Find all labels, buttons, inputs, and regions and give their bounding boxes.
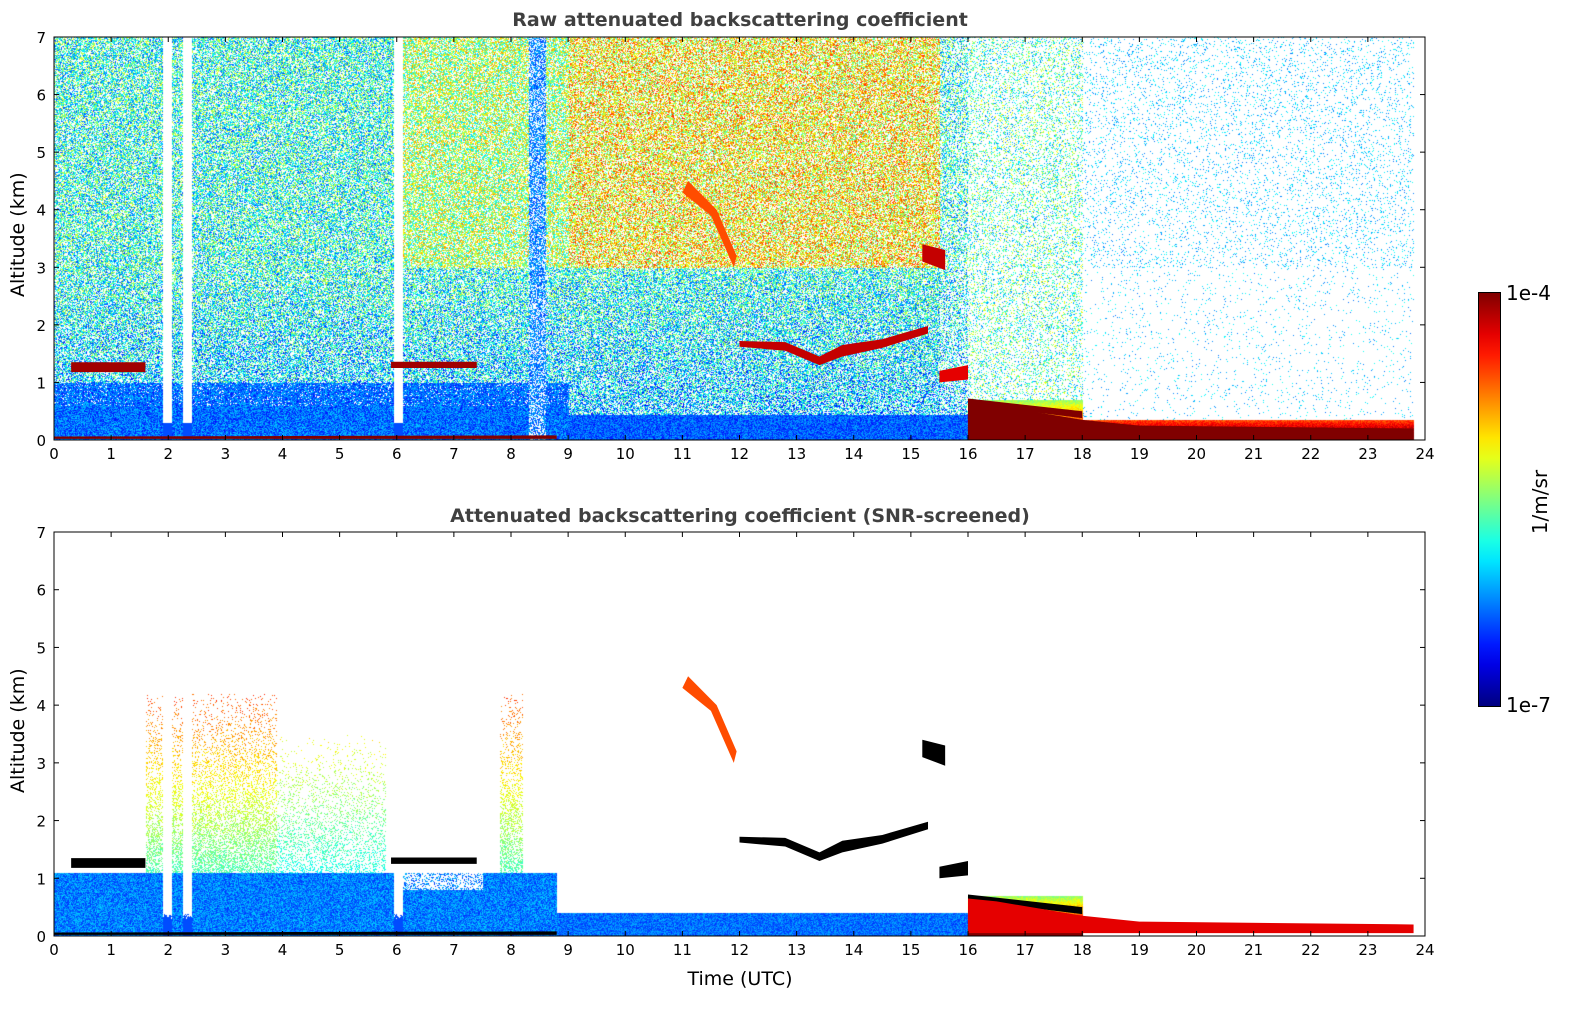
y-tick-label: 7 <box>36 29 46 47</box>
y-tick-label: 3 <box>36 755 46 773</box>
cloud-layer-6h <box>391 361 477 369</box>
y-tick-label: 3 <box>36 259 46 277</box>
x-tick-label: 9 <box>563 941 573 959</box>
panel-1-frame <box>53 531 1426 937</box>
x-tick-label: 4 <box>278 941 288 959</box>
x-tick-label: 18 <box>1073 941 1092 959</box>
x-tick-label: 10 <box>616 941 635 959</box>
top-heatmap-noise <box>54 37 1425 440</box>
x-tick-label: 19 <box>1130 445 1149 463</box>
x-tick-label: 9 <box>563 445 573 463</box>
cloud-layer-12-15h <box>739 326 929 366</box>
x-tick-label: 14 <box>844 445 863 463</box>
x-tick-label: 6 <box>392 941 402 959</box>
cloud-16h <box>939 860 968 879</box>
x-tick-label: 24 <box>1415 941 1434 959</box>
x-axis-label: Time (UTC) <box>687 968 793 990</box>
y-tick-label: 1 <box>36 374 46 392</box>
bottom-heatmap-noise <box>54 532 1425 936</box>
cloud-layer-6h <box>391 857 477 864</box>
x-tick-label: 21 <box>1244 445 1263 463</box>
x-tick-label: 5 <box>335 445 345 463</box>
cloud-15h-3km <box>922 739 946 766</box>
x-tick-label: 0 <box>49 445 59 463</box>
boundary-layer-top-16-18h <box>968 894 1083 915</box>
x-tick-label: 8 <box>506 445 516 463</box>
bottom-plot-title: Attenuated backscattering coefficient (S… <box>450 505 1030 527</box>
y-tick-label: 5 <box>36 639 46 657</box>
cloud-15h-3km <box>922 244 946 271</box>
x-tick-label: 13 <box>787 941 806 959</box>
y-tick-label: 0 <box>36 432 46 450</box>
fog-layer-18-24h <box>968 402 1414 438</box>
x-tick-label: 1 <box>106 445 116 463</box>
ground-signal <box>54 931 557 935</box>
x-tick-label: 15 <box>901 941 920 959</box>
y-tick-label: 6 <box>36 87 46 105</box>
x-tick-label: 7 <box>449 445 459 463</box>
x-tick-label: 16 <box>958 445 977 463</box>
y-tick-label: 2 <box>36 813 46 831</box>
colorbar-min-label: 1e-7 <box>1506 693 1551 717</box>
colorbar-max-label: 1e-4 <box>1506 281 1551 305</box>
fog-layer-18-24h <box>968 898 1414 934</box>
cirrus-fall-streak <box>682 180 737 268</box>
x-tick-label: 3 <box>221 445 231 463</box>
colorbar <box>1478 292 1501 707</box>
x-tick-label: 17 <box>1016 445 1035 463</box>
x-tick-label: 11 <box>673 445 692 463</box>
cloud-layer-early <box>71 858 146 868</box>
x-tick-label: 2 <box>163 941 173 959</box>
x-tick-label: 17 <box>1016 941 1035 959</box>
x-tick-label: 16 <box>958 941 977 959</box>
y-tick-label: 2 <box>36 317 46 335</box>
x-tick-label: 10 <box>616 445 635 463</box>
x-tick-label: 12 <box>730 445 749 463</box>
x-tick-label: 7 <box>449 941 459 959</box>
x-tick-label: 3 <box>221 941 231 959</box>
y-tick-label: 4 <box>36 202 46 220</box>
x-tick-label: 20 <box>1187 445 1206 463</box>
x-tick-label: 19 <box>1130 941 1149 959</box>
x-tick-label: 5 <box>335 941 345 959</box>
panel-0-features <box>54 180 1414 439</box>
x-tick-label: 4 <box>278 445 288 463</box>
x-tick-label: 24 <box>1415 445 1434 463</box>
y-tick-label: 1 <box>36 870 46 888</box>
x-tick-label: 23 <box>1358 941 1377 959</box>
y-tick-label: 4 <box>36 697 46 715</box>
x-tick-label: 14 <box>844 941 863 959</box>
x-tick-label: 2 <box>163 445 173 463</box>
x-tick-label: 6 <box>392 445 402 463</box>
x-tick-label: 21 <box>1244 941 1263 959</box>
x-tick-label: 13 <box>787 445 806 463</box>
panel-0-frame <box>53 36 1426 441</box>
x-tick-label: 23 <box>1358 445 1377 463</box>
cloud-layer-early <box>71 362 146 373</box>
panel-1-features <box>54 676 1414 935</box>
x-tick-label: 1 <box>106 941 116 959</box>
y-tick-label: 7 <box>36 524 46 542</box>
x-tick-label: 8 <box>506 941 516 959</box>
x-tick-label: 0 <box>49 941 59 959</box>
top-plot-title: Raw attenuated backscattering coefficien… <box>512 9 968 31</box>
x-tick-label: 18 <box>1073 445 1092 463</box>
cloud-16h <box>939 365 968 383</box>
cloud-layer-12-15h <box>739 821 929 861</box>
x-tick-label: 20 <box>1187 941 1206 959</box>
x-tick-label: 22 <box>1301 445 1320 463</box>
ground-signal <box>54 435 557 439</box>
y-tick-label: 0 <box>36 928 46 946</box>
y-tick-label: 6 <box>36 582 46 600</box>
x-tick-label: 12 <box>730 941 749 959</box>
y-tick-label: 5 <box>36 144 46 162</box>
x-tick-label: 11 <box>673 941 692 959</box>
colorbar-label: 1/m/sr <box>1528 469 1552 535</box>
x-tick-label: 22 <box>1301 941 1320 959</box>
cirrus-fall-streak <box>682 676 737 763</box>
x-tick-label: 15 <box>901 445 920 463</box>
boundary-layer-top-16-18h <box>968 398 1083 419</box>
